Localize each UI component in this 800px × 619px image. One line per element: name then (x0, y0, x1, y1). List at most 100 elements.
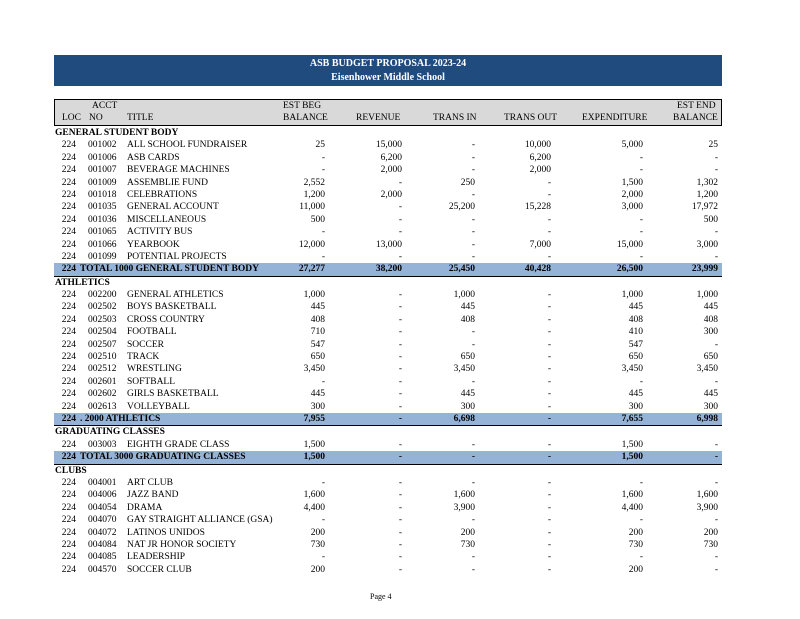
cell-trans-in: 3,900 (453, 502, 475, 513)
cell-expenditure: 3,450 (621, 364, 643, 375)
cell-est-end-balance: - (714, 152, 718, 163)
cell-trans-out: - (547, 413, 551, 424)
cell-expenditure: 445 (628, 302, 643, 313)
cell-acct-no: 002504 (88, 327, 117, 338)
cell-trans-out: - (547, 527, 551, 538)
cell-acct-no: 002601 (88, 376, 117, 387)
cell-est-end-balance: 3,450 (696, 364, 718, 375)
cell-title: WRESTLING (127, 364, 182, 375)
cell-loc: 224 (61, 189, 76, 200)
header-expenditure: EXPENDITURE (582, 113, 648, 123)
cell-trans-in: - (471, 251, 475, 262)
cell-est-end-balance: - (714, 227, 718, 238)
table-row: 224 004001 ART CLUB - - - - - - (54, 477, 722, 489)
table-row: 224 003003 EIGHTH GRADE CLASS 1,500 - - - 1,500… (54, 439, 722, 451)
cell-est-end-balance: - (714, 376, 718, 387)
cell-trans-out: - (547, 552, 551, 563)
cell-acct-no: 002613 (88, 401, 117, 412)
cell-est-beg-balance: 1,500 (303, 439, 325, 450)
cell-est-end-balance: 23,999 (691, 264, 718, 275)
cell-est-end-balance: 445 (703, 389, 718, 400)
cell-acct-no: 001007 (88, 165, 117, 176)
cell-expenditure: - (639, 376, 643, 387)
cell-title: ASSEMBLIE FUND (127, 177, 209, 188)
cell-trans-out: 6,200 (529, 152, 551, 163)
cell-loc: 224 (61, 251, 76, 262)
cell-est-beg-balance: - (321, 552, 325, 563)
cell-trans-out: - (547, 502, 551, 513)
cell-revenue: - (398, 502, 402, 513)
table-row: 224 001035 GENERAL ACCOUNT 11,000 - 25,200 15,… (54, 201, 722, 213)
table-row: 224 004072 LATINOS UNIDOS 200 - 200 - 200 200 (54, 527, 722, 539)
cell-title: LEADERSHIP (127, 552, 186, 563)
page-number: Page 4 (370, 592, 392, 601)
cell-revenue: - (398, 452, 402, 463)
cell-loc: 224 (61, 140, 76, 151)
table-row: 224 001002 ALL SCHOOL FUNDRAISER 25 15,000 - 1… (54, 139, 722, 151)
cell-acct-no: 001009 (88, 177, 117, 188)
cell-loc: 224 (61, 165, 76, 176)
cell-trans-out: - (547, 352, 551, 363)
cell-trans-in: 25,200 (448, 202, 475, 213)
header-est-end: EST END (677, 101, 716, 111)
cell-loc: 224 (61, 202, 76, 213)
cell-loc: 224 (61, 502, 76, 513)
cell-trans-in: 1,600 (453, 490, 475, 501)
cell-est-beg-balance: 25 (315, 140, 326, 151)
cell-est-beg-balance: 7,955 (303, 413, 325, 424)
cell-title: SOFTBALL (127, 376, 176, 387)
cell-loc: 224 (61, 227, 76, 238)
cell-est-end-balance: - (714, 552, 718, 563)
cell-expenditure: 1,500 (621, 452, 643, 463)
cell-loc: 224 (61, 527, 76, 538)
header-loc: LOC (62, 113, 81, 123)
cell-est-beg-balance: 1,000 (303, 290, 325, 301)
table-row: 224 002510 TRACK 650 - 650 - 650 650 (54, 351, 722, 363)
cell-est-end-balance: 1,200 (696, 189, 718, 200)
cell-trans-in: 3,450 (453, 364, 475, 375)
cell-expenditure: 2,000 (621, 189, 643, 200)
cell-acct-no: 002507 (88, 339, 117, 350)
table-row: 224 002507 SOCCER 547 - - - 547 - (54, 339, 722, 351)
cell-trans-in: - (471, 477, 475, 488)
report-title: ASB BUDGET PROPOSAL 2023-24 (309, 58, 467, 69)
cell-revenue: - (398, 527, 402, 538)
cell-est-end-balance: - (714, 251, 718, 262)
table-row: 224 002503 CROSS COUNTRY 408 - 408 - 408 408 (54, 314, 722, 326)
cell-est-end-balance: 1,302 (696, 177, 718, 188)
cell-trans-out: - (547, 177, 551, 188)
cell-revenue: - (398, 339, 402, 350)
cell-expenditure: 1,500 (621, 177, 643, 188)
cell-loc: 224 (61, 413, 76, 424)
cell-expenditure: 1,600 (621, 490, 643, 501)
cell-expenditure: - (639, 552, 643, 563)
cell-revenue: - (398, 490, 402, 501)
cell-loc: 224 (61, 490, 76, 501)
cell-expenditure: 547 (628, 339, 643, 350)
cell-revenue: - (398, 376, 402, 387)
cell-trans-in: 1,000 (453, 290, 475, 301)
table-row: 224 001018 CELEBRATIONS 1,200 2,000 - - 2,000 1,… (54, 189, 722, 201)
cell-loc: 224 (61, 264, 76, 275)
cell-title: TRACK (127, 352, 160, 363)
cell-est-beg-balance: 300 (310, 401, 325, 412)
cell-title: ART CLUB (127, 477, 173, 488)
budget-table-body: GENERAL STUDENT BODY 224 001002 ALL SCHOOL … (54, 127, 722, 576)
cell-revenue: 6,200 (380, 152, 402, 163)
cell-trans-in: - (471, 140, 475, 151)
cell-revenue: - (398, 439, 402, 450)
cell-title: EIGHTH GRADE CLASS (127, 439, 230, 450)
cell-expenditure: - (639, 227, 643, 238)
cell-est-end-balance: 445 (703, 302, 718, 313)
cell-title: CELEBRATIONS (127, 189, 198, 200)
cell-acct-no: 004072 (88, 527, 117, 538)
table-row: 224 002601 SOFTBALL - - - - - - (54, 376, 722, 388)
cell-trans-in: - (471, 214, 475, 225)
table-row: 224 001036 MISCELLANEOUS 500 - - - - 500 (54, 214, 722, 226)
cell-title: GENERAL ACCOUNT (127, 202, 219, 213)
cell-revenue: 2,000 (380, 189, 402, 200)
cell-acct-no: 002502 (88, 302, 117, 313)
cell-expenditure: 200 (628, 564, 643, 575)
cell-est-beg-balance: - (321, 515, 325, 526)
cell-title: ALL SCHOOL FUNDRAISER (127, 140, 248, 151)
